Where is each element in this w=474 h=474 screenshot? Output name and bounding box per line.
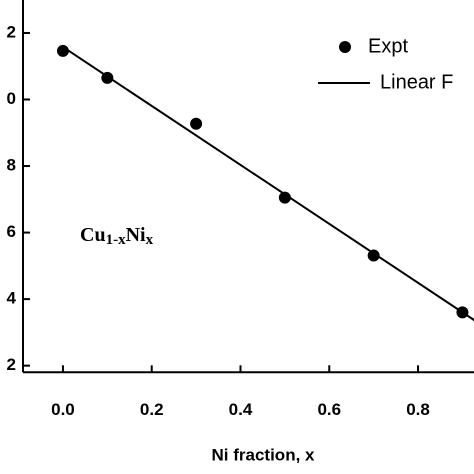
y-tick-label: 4: [7, 289, 17, 308]
x-tick-label: 0.6: [317, 400, 341, 419]
x-tick-label: 0.4: [229, 400, 253, 419]
y-tick-label: 2: [7, 22, 16, 41]
annotation-part: 1-x: [106, 232, 126, 248]
fit-line: [62, 46, 474, 322]
legend-label: Expt: [368, 35, 408, 57]
annotation-part: x: [146, 232, 154, 248]
x-tick-label: 0.2: [140, 400, 164, 419]
y-tick-label: 2: [7, 355, 16, 374]
annotation-part: Ni: [126, 224, 146, 246]
legend-marker: [339, 41, 351, 53]
x-axis-label: Ni fraction, x: [212, 445, 316, 464]
annotation-part: Cu: [80, 224, 106, 246]
data-point: [56, 44, 69, 57]
x-tick-label: 0.0: [51, 400, 75, 419]
y-tick-label: 6: [7, 222, 16, 241]
data-point: [278, 191, 291, 204]
legend-label: Linear F: [380, 71, 453, 93]
y-tick-label: 0: [7, 89, 16, 108]
annotation: Cu1-xNix: [80, 224, 154, 249]
y-tick-label: 8: [7, 156, 16, 175]
data-point: [190, 117, 203, 130]
x-tick-label: 0.8: [406, 400, 430, 419]
